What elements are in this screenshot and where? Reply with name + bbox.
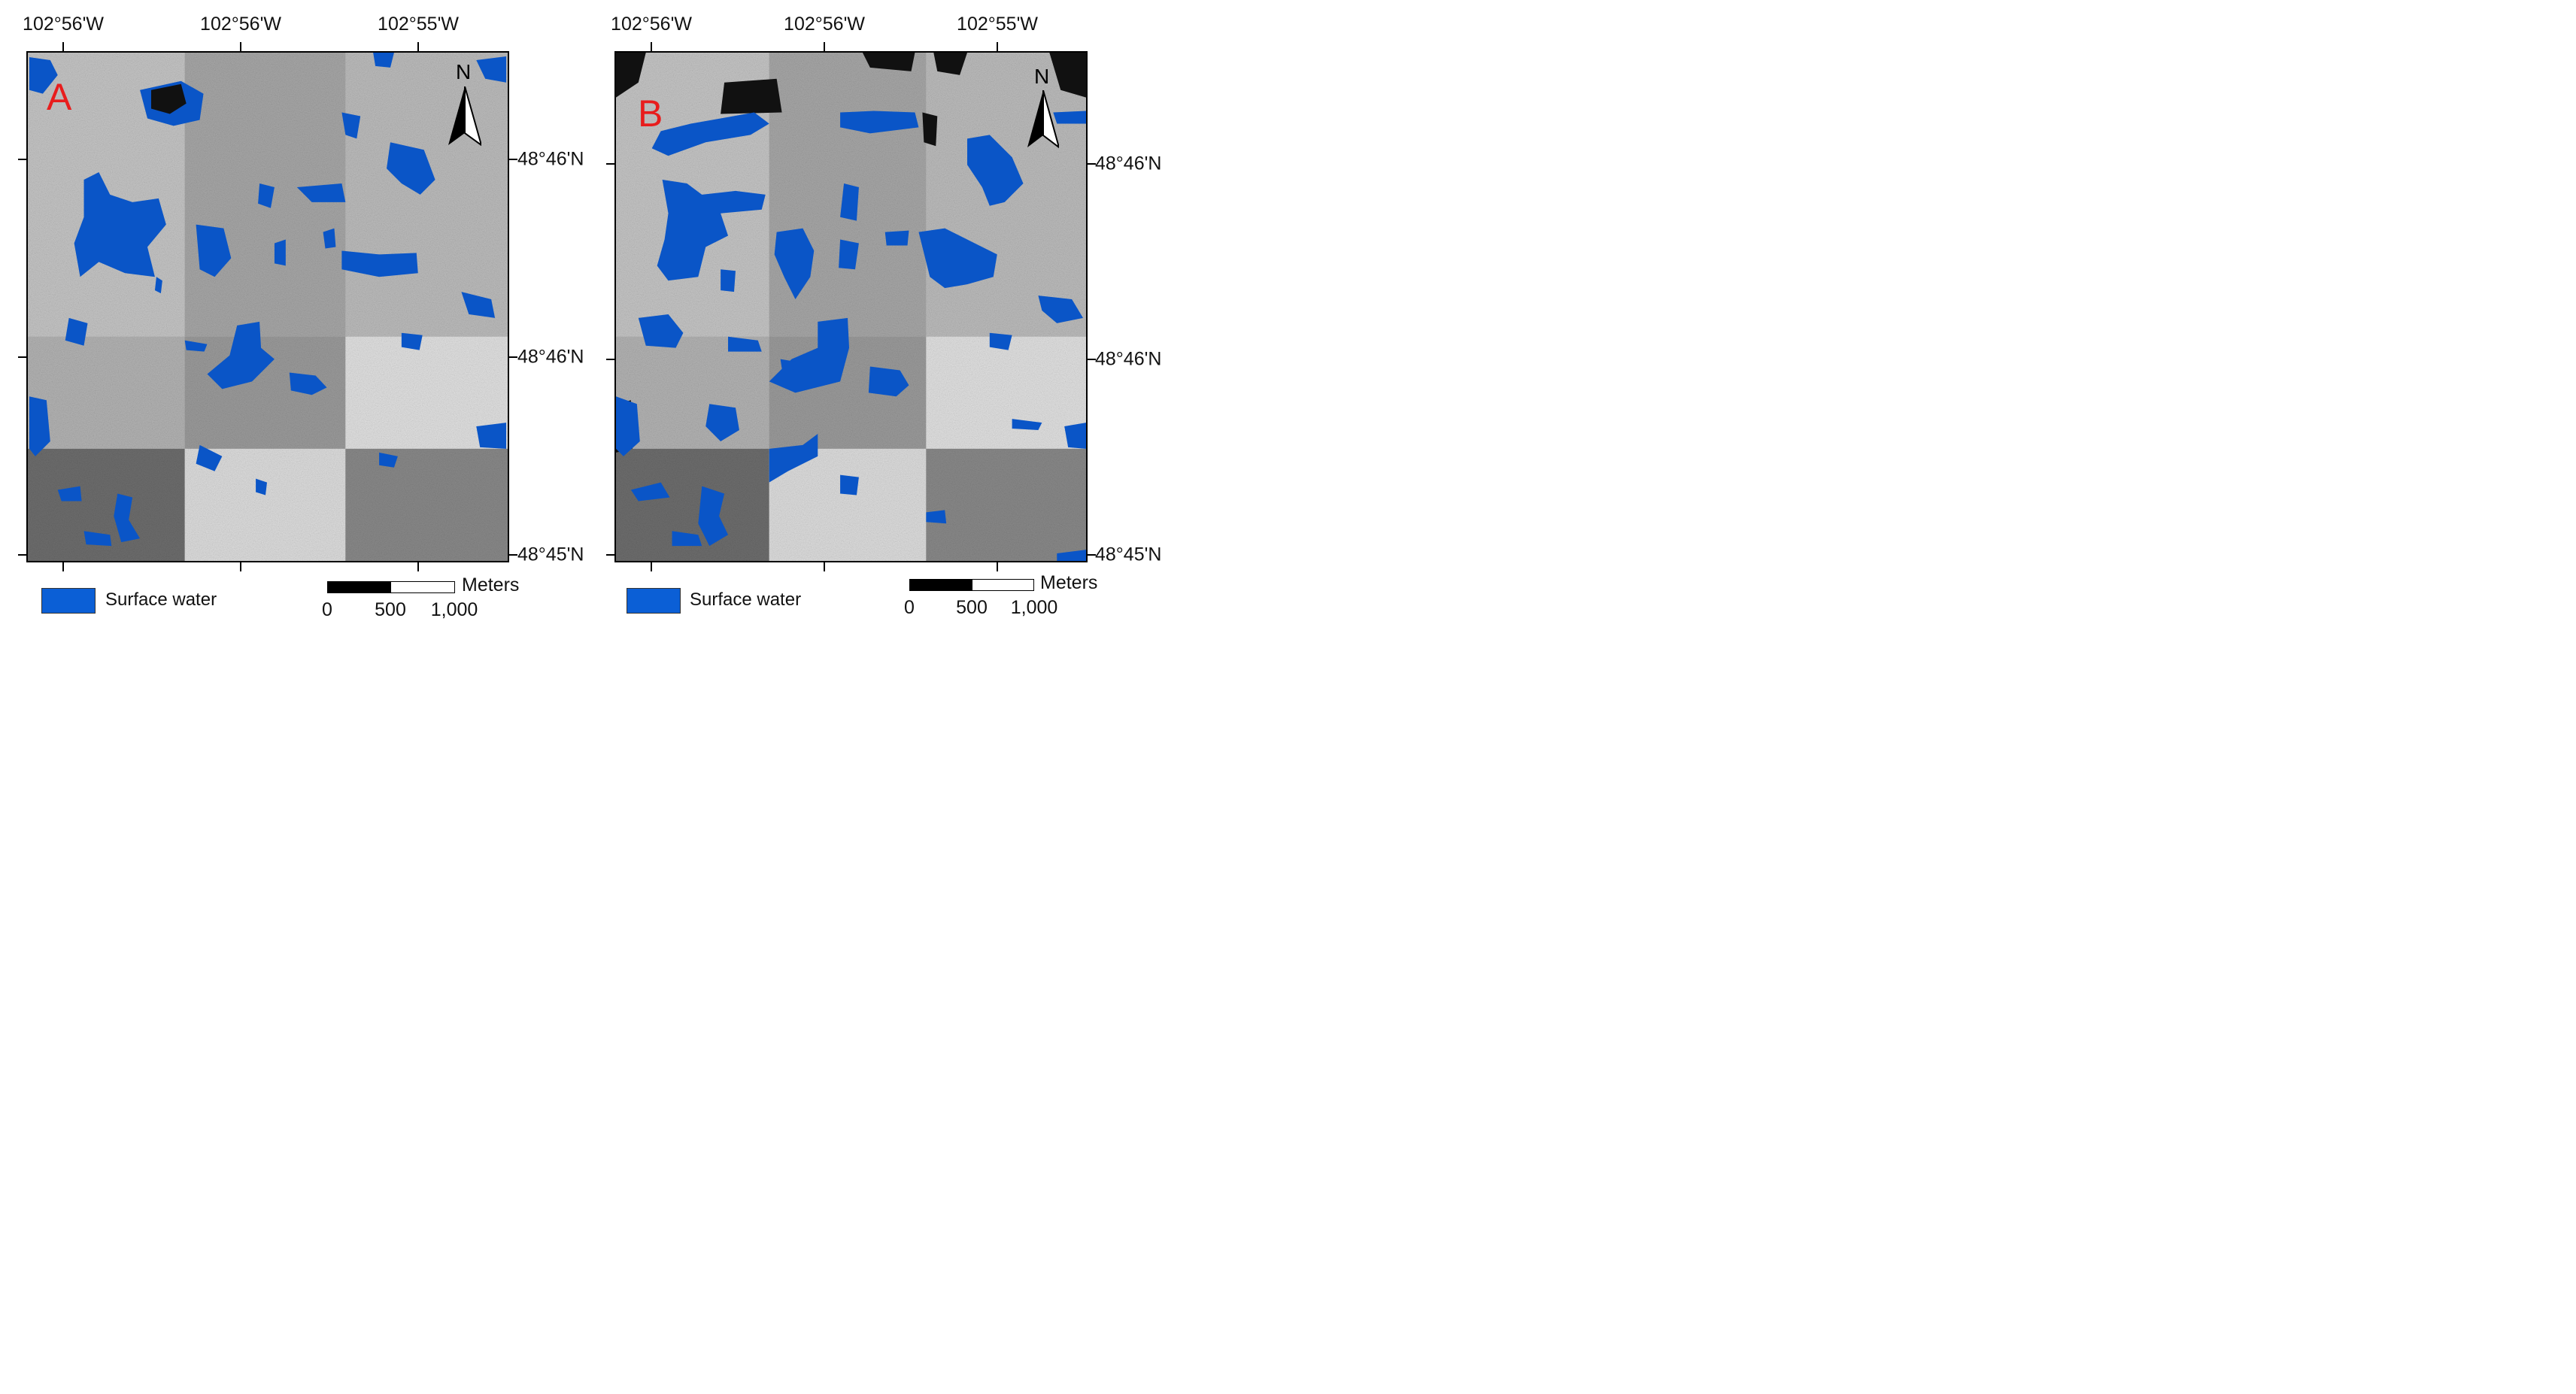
panel-letter-a: A xyxy=(47,76,72,118)
lon-tick-bottom xyxy=(240,562,241,571)
lon-tick-bottom xyxy=(417,562,419,571)
lat-tick-right xyxy=(1088,163,1096,165)
scale-label-500: 500 xyxy=(375,599,406,620)
lat-label-2: 48°46'N xyxy=(517,346,584,368)
lon-tick-top xyxy=(997,42,998,51)
lat-tick-left xyxy=(18,554,26,556)
lon-tick-bottom xyxy=(651,562,652,571)
scale-bar-black-segment xyxy=(910,580,972,590)
scale-bar xyxy=(909,579,1034,591)
lat-tick-left xyxy=(606,163,614,165)
lon-tick-top xyxy=(651,42,652,51)
scale-label-1000: 1,000 xyxy=(1010,597,1058,618)
panel-a: 102°56'W 102°56'W 102°55'W 48°46'N 48°46… xyxy=(0,0,590,637)
lat-tick-right xyxy=(1088,359,1096,360)
lon-tick-top xyxy=(417,42,419,51)
north-label: N xyxy=(456,60,472,83)
lat-label-2: 48°46'N xyxy=(1095,348,1162,370)
scale-label-500: 500 xyxy=(956,597,988,618)
scale-label-1000: 1,000 xyxy=(430,599,478,620)
north-arrow-icon xyxy=(1027,90,1059,149)
panel-b: 102°56'W 102°56'W 102°55'W 48°46'N 48°46… xyxy=(590,0,1180,637)
lat-label-3: 48°45'N xyxy=(1095,544,1162,565)
lat-tick-right xyxy=(509,554,517,556)
sar-map-b xyxy=(614,51,1088,562)
lat-tick-left xyxy=(18,159,26,160)
figure: 102°56'W 102°56'W 102°55'W 48°46'N 48°46… xyxy=(0,0,1180,637)
sar-map-a xyxy=(26,51,509,562)
lon-tick-top xyxy=(62,42,64,51)
lat-label-1: 48°46'N xyxy=(1095,153,1162,174)
lon-tick-bottom xyxy=(62,562,64,571)
surface-water-b xyxy=(616,111,1086,561)
lon-label-3: 102°55'W xyxy=(957,14,1038,35)
lat-tick-right xyxy=(509,159,517,160)
lon-label-2: 102°56'W xyxy=(200,14,281,35)
surface-water-a xyxy=(29,53,507,547)
legend-label: Surface water xyxy=(105,589,217,610)
lat-tick-right xyxy=(1088,554,1096,556)
scale-label-0: 0 xyxy=(904,597,915,618)
sar-image-b xyxy=(616,53,1086,561)
sar-image-a xyxy=(28,53,508,561)
lon-tick-top xyxy=(824,42,825,51)
lon-tick-top xyxy=(240,42,241,51)
scale-bar xyxy=(327,581,455,593)
lon-tick-bottom xyxy=(824,562,825,571)
lat-tick-left xyxy=(18,356,26,358)
lon-label-2: 102°56'W xyxy=(784,14,865,35)
lon-label-1: 102°56'W xyxy=(611,14,692,35)
lon-label-3: 102°55'W xyxy=(378,14,459,35)
scale-units: Meters xyxy=(462,574,520,595)
lat-tick-right xyxy=(509,356,517,358)
scale-bar-black-segment xyxy=(328,582,391,592)
lat-label-3: 48°45'N xyxy=(517,544,584,565)
lat-tick-left xyxy=(606,359,614,360)
lon-label-1: 102°56'W xyxy=(23,14,104,35)
legend-swatch-water xyxy=(41,588,96,614)
scale-units: Meters xyxy=(1040,572,1098,593)
panel-letter-b: B xyxy=(638,92,663,135)
scale-label-0: 0 xyxy=(322,599,332,620)
legend-swatch-water xyxy=(627,588,681,614)
lat-tick-left xyxy=(606,554,614,556)
lon-tick-bottom xyxy=(997,562,998,571)
north-label: N xyxy=(1034,65,1050,88)
legend-label: Surface water xyxy=(690,589,802,610)
north-arrow-icon xyxy=(448,86,481,147)
lat-label-1: 48°46'N xyxy=(517,148,584,170)
dark-patches-a xyxy=(150,83,187,114)
